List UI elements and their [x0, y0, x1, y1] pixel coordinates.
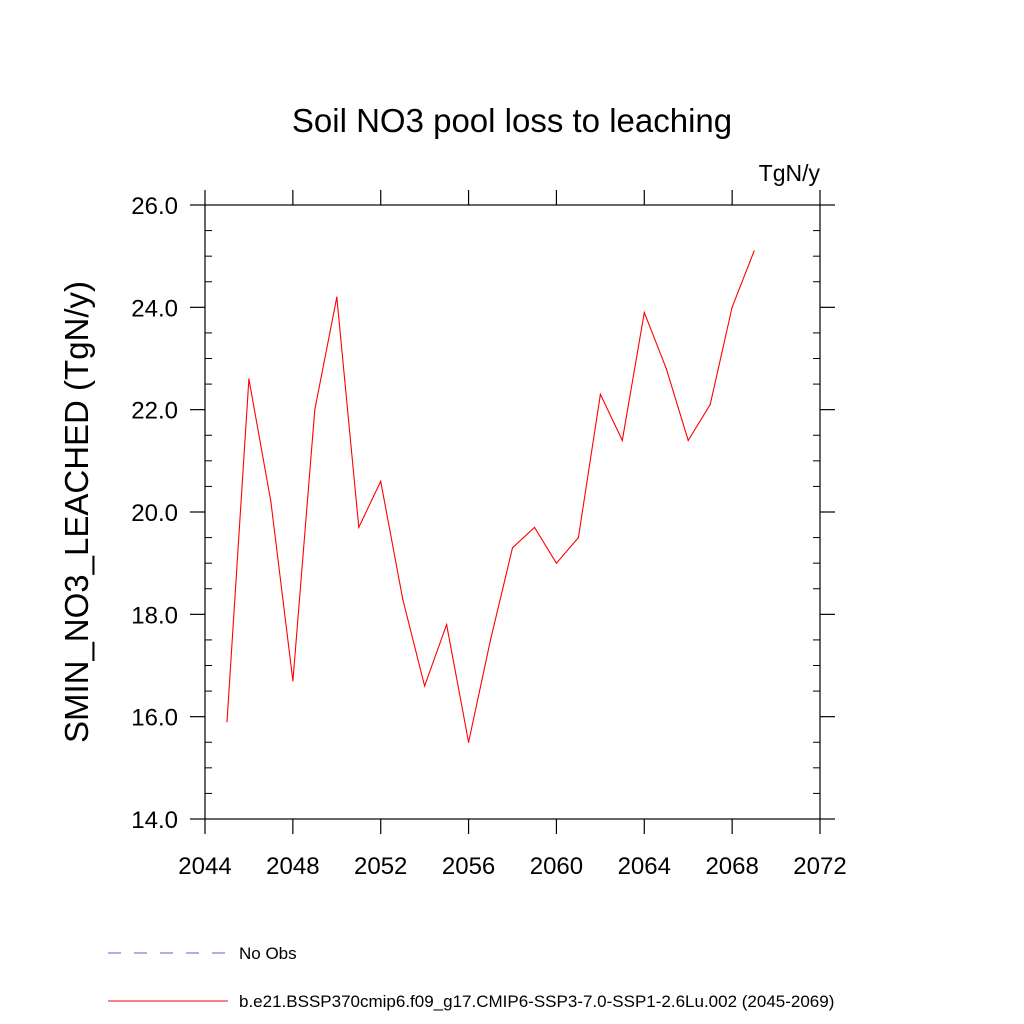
legend-label-model-run: b.e21.BSSP370cmip6.f09_g17.CMIP6-SSP3-7.… — [239, 992, 834, 1011]
data-point — [226, 721, 228, 723]
y-tick-label: 20.0 — [131, 500, 178, 527]
y-tick-label: 22.0 — [131, 398, 178, 425]
data-point — [314, 409, 316, 411]
data-point — [753, 250, 755, 252]
data-point — [248, 378, 250, 380]
data-point — [380, 480, 382, 482]
chart-title: Soil NO3 pool loss to leaching — [292, 102, 732, 139]
data-point — [402, 598, 404, 600]
y-tick-label: 26.0 — [131, 193, 178, 220]
data-point — [709, 403, 711, 406]
data-point — [577, 537, 580, 539]
x-tick-label: 2064 — [618, 853, 671, 880]
y-tick-label: 14.0 — [131, 807, 178, 834]
data-point — [555, 562, 558, 564]
data-point — [665, 368, 667, 370]
plot-frame — [204, 204, 821, 820]
data-point — [468, 741, 470, 743]
x-tick-label: 2052 — [354, 853, 407, 880]
data-point — [643, 311, 645, 314]
x-tick-label: 2056 — [442, 853, 495, 880]
plot-series — [226, 250, 755, 743]
x-tick-label: 2044 — [178, 853, 231, 880]
x-tick-label: 2068 — [705, 853, 758, 880]
data-point — [424, 685, 426, 687]
y-tick-label: 18.0 — [131, 602, 178, 629]
data-point — [270, 501, 272, 503]
x-tick-label: 2048 — [266, 853, 319, 880]
data-point — [292, 680, 294, 682]
series-line-0 — [226, 250, 755, 743]
x-tick-label: 2072 — [793, 853, 846, 880]
axis-ticks — [190, 190, 835, 834]
legend: No Obs b.e21.BSSP370cmip6.f09_g17.CMIP6-… — [108, 944, 834, 1011]
legend-label-no-obs: No Obs — [239, 944, 297, 963]
tick-labels: 2044 2048 2052 2056 2060 2064 2068 2072 14.0 16.0… — [131, 193, 846, 880]
data-point — [358, 526, 360, 529]
x-tick-label: 2060 — [530, 853, 583, 880]
data-point — [446, 624, 448, 626]
y-tick-label: 24.0 — [131, 295, 178, 322]
y-tick-label: 16.0 — [131, 705, 178, 732]
data-point — [336, 296, 338, 298]
data-point — [511, 547, 514, 549]
data-point — [533, 526, 536, 529]
data-point — [687, 439, 689, 441]
data-point — [489, 639, 492, 641]
data-point — [599, 393, 602, 395]
y-axis-label: SMIN_NO3_LEACHED (TgN/y) — [58, 281, 95, 743]
data-point — [621, 439, 623, 441]
units-label: TgN/y — [759, 160, 821, 186]
data-point — [731, 306, 733, 308]
